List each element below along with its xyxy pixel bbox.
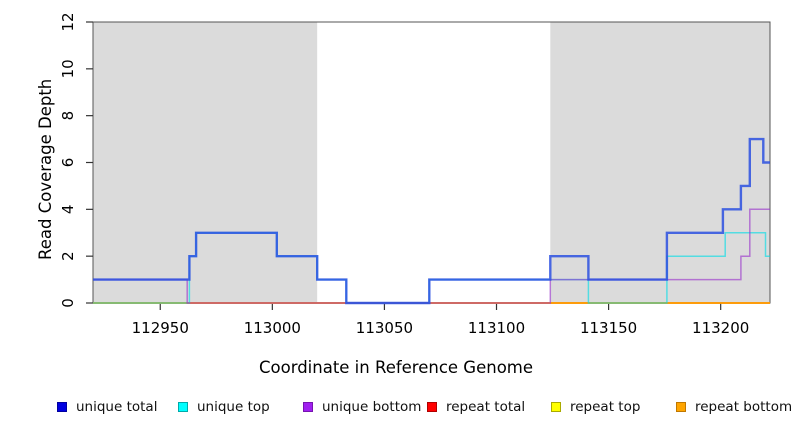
y-tick-label: 0 [59,298,77,308]
legend-swatch-icon [676,402,686,412]
y-tick-label: 6 [59,158,77,168]
x-tick-label: 113100 [468,319,525,337]
y-axis-title: Read Coverage Depth [36,78,55,260]
right-gray-region [550,22,770,303]
y-tick-label: 10 [59,59,77,78]
legend-label: unique total [76,399,158,415]
x-tick-label: 113000 [244,319,301,337]
x-tick-label: 113050 [356,319,413,337]
legend-item-repeat-bottom: repeat bottom [676,399,792,415]
legend-item-repeat-total: repeat total [427,399,525,415]
x-tick-label: 113200 [692,319,749,337]
legend-swatch-icon [178,402,188,412]
legend-swatch-icon [303,402,313,412]
legend-label: unique top [197,399,270,415]
legend: unique total unique top unique bottom repea… [0,399,792,419]
y-tick-label: 12 [59,12,77,31]
y-tick-label: 2 [59,251,77,261]
series-unique-total [93,137,770,305]
x-tick-label: 112950 [132,319,189,337]
y-tick-label: 8 [59,111,77,121]
y-tick-label: 4 [59,205,77,215]
legend-swatch-icon [551,402,561,412]
x-axis-title: Coordinate in Reference Genome [258,358,534,377]
legend-label: repeat total [446,399,526,415]
legend-swatch-icon [427,402,437,412]
legend-swatch-icon [57,402,67,412]
legend-item-unique-total: unique total [57,399,157,415]
legend-label: unique bottom [322,399,422,415]
legend-item-unique-bottom: unique bottom [303,399,421,415]
legend-item-unique-top: unique top [178,399,270,415]
legend-item-repeat-top: repeat top [551,399,640,415]
left-gray-region [93,22,318,303]
legend-label: repeat bottom [695,399,792,415]
legend-label: repeat top [570,399,641,415]
x-tick-label: 113150 [580,319,637,337]
